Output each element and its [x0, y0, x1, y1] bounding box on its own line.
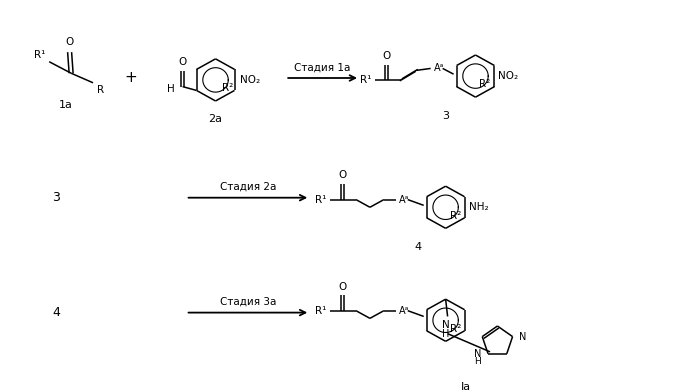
- Text: R¹: R¹: [34, 50, 46, 60]
- Text: NH₂: NH₂: [468, 203, 488, 212]
- Text: Стадия 3a: Стадия 3a: [220, 297, 276, 307]
- Text: N: N: [442, 320, 449, 330]
- Text: Ia: Ia: [461, 381, 470, 392]
- Text: R²: R²: [221, 83, 233, 93]
- Text: O: O: [338, 171, 346, 180]
- Text: R¹: R¹: [315, 306, 326, 316]
- Text: 2a: 2a: [209, 114, 223, 124]
- Text: O: O: [66, 37, 74, 47]
- Text: 3: 3: [442, 111, 449, 121]
- Text: N: N: [474, 349, 481, 359]
- Text: R¹: R¹: [315, 194, 326, 205]
- Text: H: H: [442, 329, 449, 339]
- Text: 4: 4: [52, 306, 60, 319]
- Text: NO₂: NO₂: [498, 71, 519, 81]
- Text: H: H: [475, 357, 481, 366]
- Text: Стадия 1a: Стадия 1a: [295, 62, 351, 72]
- Text: R: R: [97, 85, 104, 95]
- Text: +: +: [125, 71, 137, 85]
- Text: R²: R²: [449, 211, 461, 221]
- Text: R²: R²: [449, 324, 461, 334]
- Text: N: N: [519, 332, 526, 341]
- Text: O: O: [383, 51, 391, 61]
- Text: Aᵃ: Aᵃ: [434, 64, 444, 73]
- Text: R¹: R¹: [360, 75, 371, 85]
- Text: 4: 4: [414, 242, 421, 252]
- Text: H: H: [167, 83, 174, 94]
- Text: O: O: [338, 281, 346, 292]
- Text: Aᵃ: Aᵃ: [399, 306, 409, 316]
- Text: R²: R²: [480, 80, 491, 89]
- Text: O: O: [178, 58, 187, 67]
- Text: Стадия 2a: Стадия 2a: [220, 182, 276, 192]
- Text: Aᵃ: Aᵃ: [399, 194, 409, 205]
- Text: NO₂: NO₂: [241, 75, 260, 85]
- Text: 3: 3: [52, 191, 60, 204]
- Text: 1a: 1a: [60, 100, 73, 110]
